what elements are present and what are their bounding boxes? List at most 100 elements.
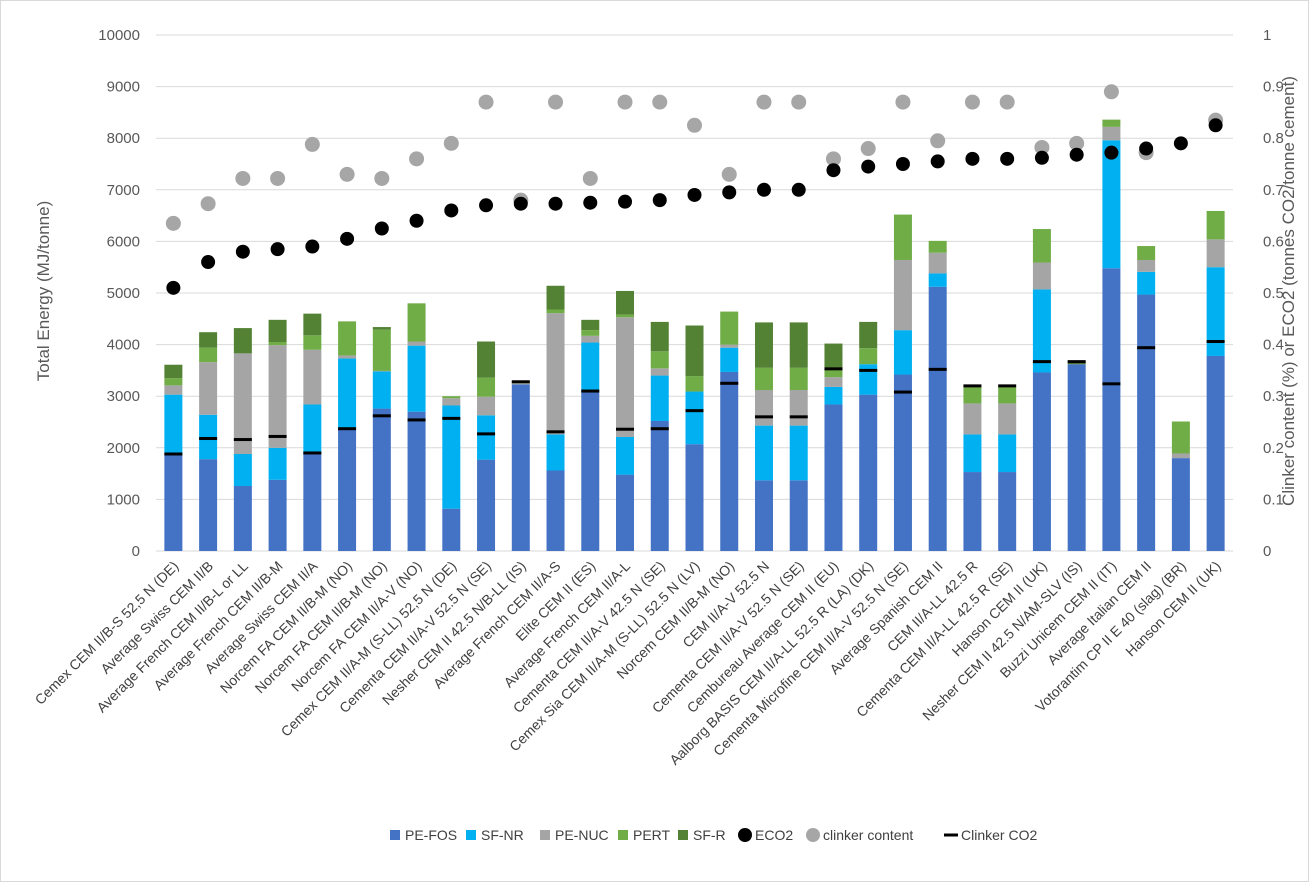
y-tick-label: 10000	[98, 27, 140, 44]
clinker-content-point	[478, 94, 494, 110]
clinker-co2-dash	[1206, 340, 1225, 344]
bar-pert	[477, 377, 496, 397]
clinker-content-point	[1034, 139, 1050, 155]
y2-tick-label: 0.7	[1263, 182, 1284, 199]
bar-pe-fos	[1206, 355, 1225, 551]
eco2-point	[1173, 136, 1188, 151]
bar-pert	[581, 330, 600, 336]
bar-pe-nuc	[268, 345, 287, 448]
bar-pe-fos	[859, 394, 878, 551]
bar-pert	[1171, 421, 1190, 454]
bar-pe-fos	[303, 452, 322, 551]
eco2-point	[409, 213, 424, 228]
bar-pe-fos	[442, 508, 461, 551]
bar-pe-nuc	[1206, 239, 1225, 268]
bar-pe-fos	[963, 472, 982, 551]
legend-label: PE-NUC	[555, 827, 609, 843]
bar-pe-fos	[546, 470, 565, 551]
bar-pe-nuc	[511, 383, 530, 385]
bar-pe-fos	[616, 474, 635, 551]
legend-label: clinker content	[823, 827, 913, 843]
eco2-point	[374, 221, 389, 236]
bar-pe-fos	[1137, 294, 1156, 551]
clinker-co2-dash	[164, 452, 183, 456]
bar-pert	[199, 347, 218, 363]
bar-sf-nr	[650, 375, 669, 421]
bar-pe-fos	[754, 480, 773, 551]
y2-tick-label: 0.5	[1263, 285, 1284, 302]
eco2-point	[1208, 118, 1223, 133]
bar-sf-r	[233, 328, 252, 354]
clinker-content-point	[687, 117, 702, 133]
bar-sf-nr	[1032, 289, 1051, 373]
bar-pe-nuc	[477, 396, 496, 416]
bar-pert	[1137, 246, 1156, 260]
left-axis-ticks: 0 1000 2000 3000 4000 5000 6000 7000 8000 9000 100…	[98, 27, 140, 560]
bar-sf-nr	[1137, 271, 1156, 295]
eco2-point	[166, 280, 181, 295]
clinker-co2-dash	[754, 415, 773, 419]
bar-pe-nuc	[893, 259, 912, 331]
y2-tick-label: 0.6	[1263, 233, 1284, 250]
legend-label: Clinker CO2	[961, 827, 1037, 843]
bar-pert	[754, 367, 773, 391]
y-tick-label: 4000	[107, 337, 140, 354]
eco2-point	[965, 151, 980, 166]
eco2-point	[930, 154, 945, 169]
bar-sf-r	[372, 327, 391, 330]
bar-pert	[859, 348, 878, 365]
bar-series	[164, 119, 1225, 551]
bar-sf-nr	[789, 425, 808, 481]
eco2-point	[479, 198, 494, 213]
y2-tick-label: 0.3	[1263, 388, 1284, 405]
clinker-co2-dash	[407, 418, 426, 422]
bar-pe-fos	[720, 371, 739, 551]
y-tick-label: 1000	[107, 491, 140, 508]
bar-pe-nuc	[650, 368, 669, 376]
clinker-co2-dash	[720, 381, 739, 385]
clinker-co2-dash	[685, 409, 704, 413]
y2-tick-label: 0.9	[1263, 79, 1284, 96]
eco2-point	[756, 182, 771, 197]
bar-pe-fos	[789, 480, 808, 551]
bar-pe-fos	[650, 420, 669, 551]
bar-sf-nr	[859, 364, 878, 395]
bar-pe-fos	[164, 454, 183, 551]
bar-pe-nuc	[963, 403, 982, 435]
y-tick-label: 9000	[107, 79, 140, 96]
bar-sf-r	[824, 343, 843, 369]
bar-pert	[789, 367, 808, 391]
y2-tick-label: 0	[1263, 543, 1271, 560]
bar-sf-r	[546, 285, 565, 310]
bar-pe-fos	[685, 444, 704, 551]
bar-pe-fos	[199, 459, 218, 551]
clinker-content-point	[860, 141, 876, 157]
eco2-point	[1139, 141, 1154, 156]
legend-label: SF-NR	[481, 827, 524, 843]
bar-pe-nuc	[233, 353, 252, 454]
clinker-co2-dash	[581, 389, 600, 393]
clinker-co2-dash	[859, 368, 878, 372]
y-tick-label: 6000	[107, 233, 140, 250]
legend-swatch	[466, 830, 476, 840]
eco2-point	[722, 185, 737, 200]
bar-sf-nr	[338, 358, 357, 428]
clinker-content-point	[443, 135, 459, 151]
bar-sf-nr	[998, 434, 1017, 473]
bar-pert	[303, 335, 322, 350]
clinker-content-point	[756, 94, 772, 110]
eco2-point	[1069, 147, 1084, 162]
bar-pe-nuc	[372, 370, 391, 372]
bar-sf-r	[859, 321, 878, 349]
bar-pe-fos	[824, 404, 843, 551]
bar-sf-nr	[928, 273, 947, 287]
bar-pe-nuc	[546, 313, 565, 435]
clinker-content-point	[235, 170, 251, 186]
eco2-point	[652, 193, 667, 208]
bar-sf-nr	[477, 415, 496, 460]
legend-swatch	[806, 828, 820, 842]
y2-tick-label: 0.4	[1263, 337, 1284, 354]
bar-pe-fos	[1102, 268, 1121, 551]
clinker-content-point	[617, 94, 633, 110]
